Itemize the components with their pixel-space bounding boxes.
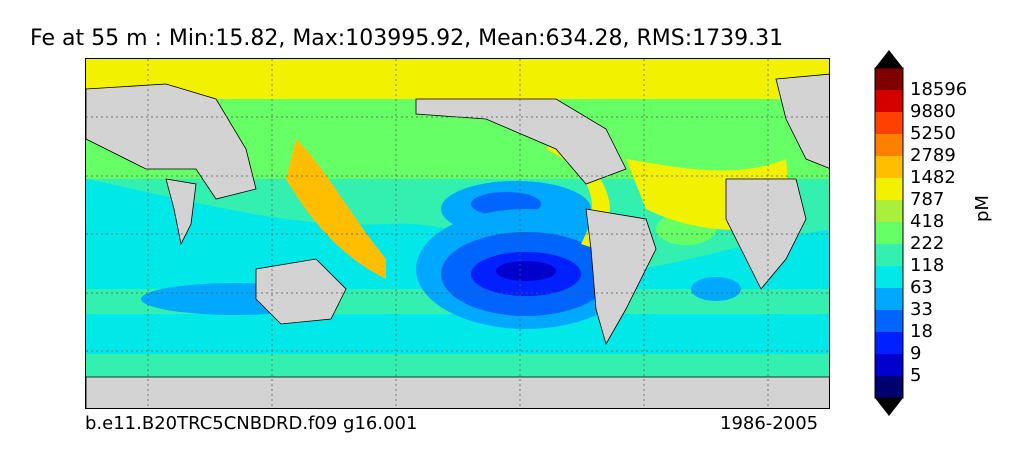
colorbar-band [875,68,903,91]
colorbar-tick-label: 118 [910,255,945,276]
colorbar-band [875,178,903,201]
chart-title: Fe at 55 m : Min:15.82, Max:103995.92, M… [30,26,784,51]
australia-landmass [255,258,347,325]
colorbar-extend-min [875,398,903,416]
colorbar-band [875,156,903,179]
antarctica-landmass [86,376,829,408]
west-pacific-high [286,139,386,279]
colorbar-tick-label: 787 [910,189,945,210]
colorbar-band [875,112,903,135]
ocean-field-map [86,59,829,408]
colorbar-band [875,266,903,289]
arctic-yellow [86,59,829,99]
colorbar-band [875,332,903,355]
south-cyan-band [86,314,829,354]
colorbar-band [875,134,903,157]
colorbar-band [875,376,903,399]
colorbar-tick-label: 222 [910,233,945,254]
colorbar-tick-label: 18 [910,321,933,342]
europe-landmass [775,73,829,169]
colorbar-band [875,288,903,311]
map-panel [85,58,830,409]
colorbar-band [875,354,903,377]
colorbar-tick-label: 418 [910,211,945,232]
asia-landmass [86,83,257,200]
graticule [86,59,829,408]
colorbar-tick-label: 18596 [910,79,968,100]
colorbar-tick-label: 2789 [910,145,956,166]
colorbar-band [875,90,903,113]
period-label: 1986-2005 [720,413,819,434]
colorbar-units-label: pM [972,195,993,222]
colorbar-band [875,200,903,223]
spac-gyre-core [496,261,556,281]
colorbar-band [875,244,903,267]
south-america-landmass [585,208,657,346]
colorbar-tick-label: 9 [910,343,922,364]
colorbar-tick-label: 63 [910,277,933,298]
colorbar-tick-label: 5 [910,365,922,386]
case-name-label: b.e11.B20TRC5CNBDRD.f09 g16.001 [85,413,418,434]
colorbar-tick-label: 5250 [910,123,956,144]
colorbar-band [875,310,903,333]
colorbar-tick-label: 33 [910,299,933,320]
colorbar-tick-label: 9880 [910,101,956,122]
satl-gyre [691,277,741,301]
north-america-landmass [415,98,627,185]
colorbar-outline [874,67,904,399]
colorbar-band [875,222,903,245]
colorbar-extend-max [875,50,903,68]
colorbar [874,50,904,416]
colorbar-tick-label: 1482 [910,167,956,188]
